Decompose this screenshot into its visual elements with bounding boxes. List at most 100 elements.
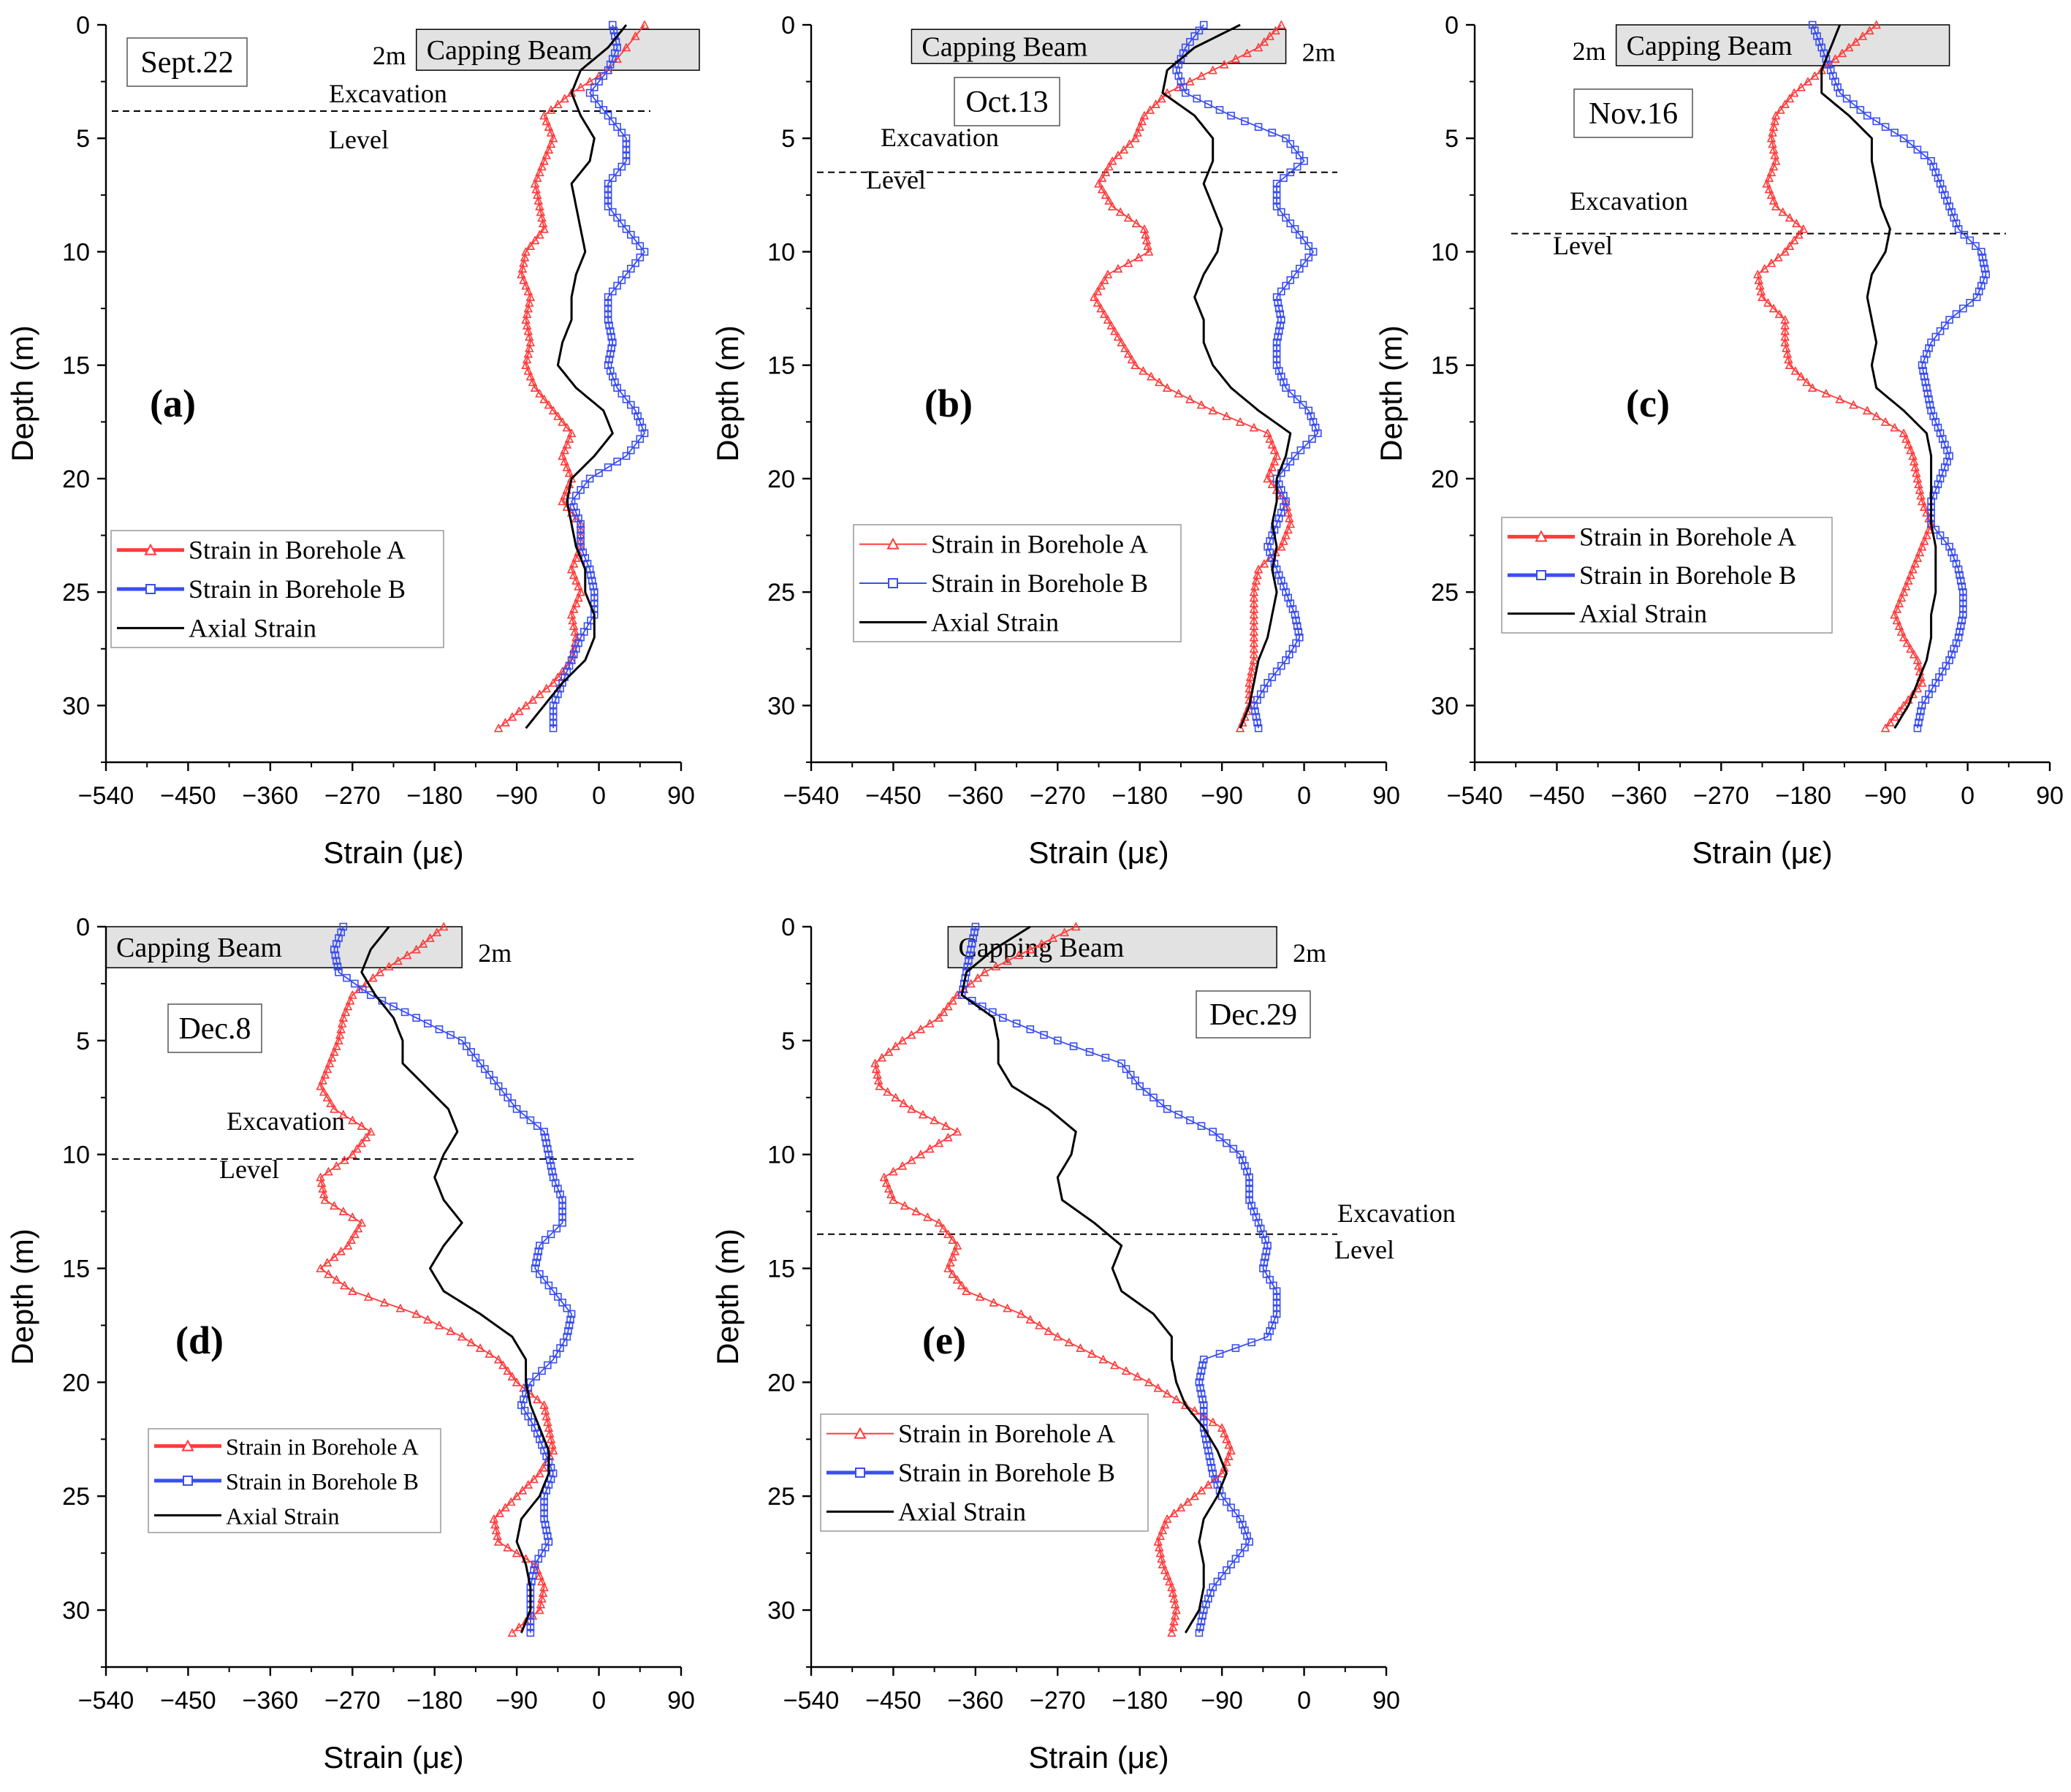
excavation-label: Excavation	[227, 1106, 345, 1136]
date-label: Dec.29	[1209, 998, 1297, 1032]
excavation-label: Excavation	[881, 123, 999, 152]
legend-marker-triangle	[144, 543, 157, 555]
legend-label: Axial Strain	[189, 613, 316, 642]
x-axis-title: Strain (με)	[1028, 1740, 1168, 1774]
y-tick-label: 10	[62, 1142, 90, 1169]
date-box	[167, 1003, 262, 1053]
y-tick-label: 5	[781, 1028, 795, 1055]
y-tick-label: 25	[767, 579, 795, 607]
series-borehole-b	[957, 922, 1281, 1637]
x-tick-label: −450	[160, 1687, 216, 1715]
chart-panel-5: Capping Beam 2m−540 −450 −360 −270 −180 −90 0 90…	[710, 914, 1456, 1774]
date-label: Sept.22	[140, 46, 233, 80]
legend-label: Strain in Borehole A	[189, 536, 406, 565]
x-tick-label: 90	[667, 1687, 695, 1715]
legend-label: Strain in Borehole B	[189, 574, 406, 604]
x-tick-label: 0	[1297, 1687, 1311, 1715]
x-tick-label: −540	[1447, 782, 1503, 810]
legend-label: Strain in Borehole B	[226, 1468, 419, 1495]
x-tick-label: −90	[1864, 782, 1907, 810]
legend-label: Axial Strain	[931, 607, 1059, 637]
chart-panel-3: Capping Beam 2m −540 −450 −360 −270 −180 −90 0 90…	[1374, 12, 2064, 870]
excavation-level-label: Level	[1553, 231, 1613, 260]
y-tick-label: 20	[767, 466, 795, 493]
y-tick-label: 5	[76, 1028, 90, 1055]
series-borehole-a	[498, 25, 645, 728]
x-tick-label: −180	[1112, 782, 1168, 810]
date-label: Dec.8	[178, 1012, 251, 1046]
excavation-level-label: Level	[1334, 1235, 1394, 1264]
x-tick-label: −180	[406, 782, 463, 810]
series-borehole-b	[330, 922, 576, 1637]
x-tick-label: 90	[2036, 782, 2064, 810]
y-axis-title: Depth (m)	[5, 1229, 39, 1365]
capping-depth-label: 2m	[373, 41, 406, 70]
x-tick-label: 0	[592, 782, 606, 810]
capping-depth-label: 2m	[1302, 37, 1336, 67]
capping-beam-label: Capping Beam	[116, 933, 282, 963]
y-tick-label: 30	[1431, 692, 1459, 720]
y-tick-label: 15	[767, 352, 795, 380]
series-axial-strain	[1820, 24, 1937, 729]
x-tick-label: −540	[78, 782, 134, 810]
y-tick-label: 10	[1431, 238, 1459, 266]
x-tick-label: −270	[1030, 1687, 1086, 1715]
legend-label: Axial Strain	[898, 1497, 1026, 1526]
legend-marker-triangle	[886, 537, 900, 550]
y-tick-label: 30	[767, 692, 795, 720]
series-axial-strain	[525, 24, 628, 729]
x-tick-label: −540	[783, 1687, 840, 1715]
x-tick-label: −90	[495, 782, 538, 810]
y-axis-title: Depth (m)	[1374, 325, 1408, 462]
x-tick-label: 90	[1372, 1687, 1400, 1715]
legend-label: Strain in Borehole A	[226, 1434, 419, 1460]
legend-label: Strain in Borehole B	[898, 1458, 1115, 1487]
y-tick-label: 20	[62, 1369, 90, 1397]
y-tick-label: 15	[767, 1256, 795, 1283]
y-tick-label: 20	[62, 466, 90, 493]
excavation-label: Excavation	[1337, 1199, 1456, 1228]
series-axial-strain	[360, 926, 550, 1633]
legend-label: Axial Strain	[226, 1503, 340, 1529]
x-tick-label: −360	[948, 1687, 1004, 1715]
legend-label: Strain in Borehole B	[931, 569, 1148, 598]
panel-label: (d)	[175, 1318, 224, 1362]
x-tick-label: −90	[1201, 1687, 1243, 1715]
legend-label: Strain in Borehole A	[1579, 522, 1796, 551]
panel-label: (a)	[150, 381, 196, 425]
y-tick-label: 0	[781, 12, 795, 39]
x-tick-label: 0	[592, 1687, 606, 1715]
date-label: Nov.16	[1589, 97, 1678, 131]
y-axis-title: Depth (m)	[5, 325, 39, 462]
panel-label: (e)	[922, 1318, 966, 1362]
legend-label: Strain in Borehole B	[1579, 561, 1796, 590]
y-tick-label: 10	[62, 238, 90, 266]
date-box	[1573, 88, 1693, 138]
x-tick-label: −450	[1529, 782, 1585, 810]
x-axis-title: Strain (με)	[323, 835, 463, 870]
y-tick-label: 10	[767, 238, 795, 266]
axes-frame	[1473, 25, 2050, 764]
y-tick-label: 5	[1445, 125, 1459, 153]
chart-panel-2: Capping Beam 2m −540 −450 −360 −270 −180 −90 0 90…	[710, 12, 1400, 870]
x-axis-title: Strain (με)	[1692, 835, 1832, 870]
x-tick-label: −90	[495, 1687, 538, 1715]
y-tick-label: 25	[62, 1483, 90, 1511]
excavation-level-label: Level	[219, 1155, 279, 1184]
y-tick-label: 0	[76, 12, 90, 39]
date-box	[954, 77, 1060, 126]
x-tick-label: 0	[1961, 782, 1975, 810]
capping-depth-label: 2m	[1573, 37, 1606, 66]
y-tick-label: 25	[1431, 579, 1459, 607]
x-tick-label: 90	[667, 782, 695, 810]
y-tick-label: 0	[1445, 12, 1459, 39]
x-tick-label: −270	[1693, 782, 1749, 810]
legend-marker-triangle	[854, 1427, 867, 1439]
chart-panel-4: Capping Beam 2m −540 −450 −360 −270 −180 −90 0 90…	[5, 914, 695, 1774]
x-tick-label: −90	[1201, 782, 1243, 810]
y-tick-label: 25	[62, 579, 90, 607]
x-axis-title: Strain (με)	[1028, 835, 1168, 870]
x-tick-label: −450	[865, 782, 922, 810]
legend-marker-square	[145, 584, 156, 594]
